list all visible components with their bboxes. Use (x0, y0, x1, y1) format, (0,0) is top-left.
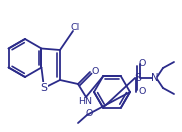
Text: HN: HN (78, 98, 92, 107)
Text: O: O (138, 60, 146, 69)
Text: Cl: Cl (70, 22, 80, 32)
Text: O: O (91, 67, 99, 76)
Text: O: O (138, 88, 146, 96)
Text: O: O (85, 110, 93, 119)
Text: S: S (41, 83, 48, 93)
Text: N: N (151, 73, 159, 83)
Text: S: S (134, 73, 141, 83)
